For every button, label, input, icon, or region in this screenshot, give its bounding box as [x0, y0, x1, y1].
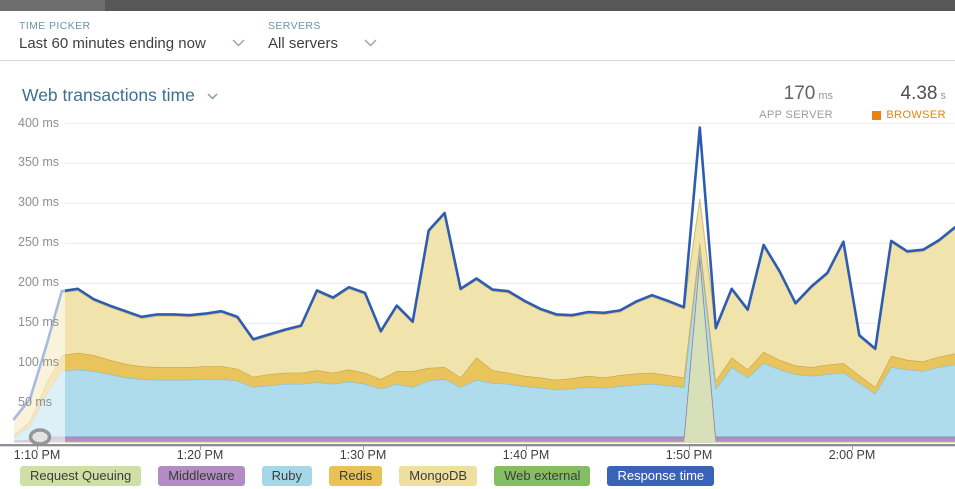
- legend-item-mongodb[interactable]: MongoDB: [399, 466, 478, 486]
- browser-value: 4.38: [900, 83, 938, 104]
- app-server-metric: 170 ms APP SERVER: [759, 84, 833, 121]
- y-axis-tick-label: 350 ms: [18, 155, 59, 169]
- servers-dropdown[interactable]: SERVERS All servers: [268, 20, 377, 52]
- y-axis-tick-label: 150 ms: [18, 315, 59, 329]
- x-axis-tick: [200, 446, 201, 450]
- x-axis-tick-label: 1:40 PM: [502, 448, 550, 462]
- browser-unit: s: [940, 90, 947, 102]
- x-axis-tick: [37, 446, 38, 450]
- chart-legend: Request Queuing Middleware Ruby Redis MongoD…: [20, 466, 715, 486]
- legend-item-ruby[interactable]: Ruby: [261, 466, 313, 486]
- x-axis-tick-label: 1:10 PM: [13, 448, 61, 462]
- top-navigation-bar: [0, 0, 955, 11]
- x-axis-tick-label: 1:20 PM: [176, 448, 224, 462]
- y-axis-tick-label: 50 ms: [18, 395, 53, 409]
- legend-item-web-external[interactable]: Web external: [494, 466, 591, 486]
- app-server-label: APP SERVER: [759, 109, 833, 121]
- servers-value: All servers: [268, 34, 339, 52]
- chevron-down-icon: [232, 34, 245, 52]
- time-picker-label: TIME PICKER: [19, 20, 91, 32]
- y-axis-tick-label: 400 ms: [18, 116, 59, 130]
- stacked-area-chart[interactable]: [0, 113, 955, 447]
- app-server-unit: ms: [818, 90, 833, 102]
- time-picker-value: Last 60 minutes ending now: [19, 34, 206, 52]
- y-axis-tick-label: 200 ms: [18, 275, 59, 289]
- x-axis-tick: [363, 446, 364, 450]
- servers-label: SERVERS: [268, 20, 321, 32]
- chart-title-dropdown[interactable]: Web transactions time: [22, 85, 218, 106]
- web-transactions-chart[interactable]: 400 ms 350 ms 300 ms 250 ms 200 ms 150 ms 100 …: [0, 0, 955, 465]
- time-picker-dropdown[interactable]: TIME PICKER Last 60 minutes ending now: [19, 20, 245, 52]
- legend-item-middleware[interactable]: Middleware: [158, 466, 245, 486]
- y-axis-tick-label: 250 ms: [18, 235, 59, 249]
- x-axis-tick: [852, 446, 853, 450]
- x-axis-tick-label: 1:30 PM: [339, 448, 387, 462]
- browser-label: BROWSER: [872, 109, 946, 121]
- app-server-value: 170: [783, 83, 816, 104]
- legend-item-redis[interactable]: Redis: [329, 466, 383, 486]
- browser-metric: 4.38 s BROWSER: [872, 84, 946, 121]
- x-axis-line: [0, 444, 955, 446]
- x-axis-tick-label: 2:00 PM: [828, 448, 876, 462]
- x-axis-tick: [689, 446, 690, 450]
- chevron-down-icon: [207, 87, 218, 105]
- y-axis-tick-label: 100 ms: [18, 355, 59, 369]
- x-axis-tick: [526, 446, 527, 450]
- page-title: Web transactions time: [22, 85, 195, 105]
- filter-toolbar: TIME PICKER Last 60 minutes ending now S…: [0, 11, 955, 61]
- topbar-left-segment: [0, 0, 105, 11]
- legend-item-response-time[interactable]: Response time: [607, 466, 715, 486]
- legend-item-request-queuing[interactable]: Request Queuing: [20, 466, 142, 486]
- x-axis-tick-label: 1:50 PM: [665, 448, 713, 462]
- browser-legend-square-icon: [872, 110, 882, 120]
- y-axis-tick-label: 300 ms: [18, 195, 59, 209]
- chevron-down-icon: [364, 34, 377, 52]
